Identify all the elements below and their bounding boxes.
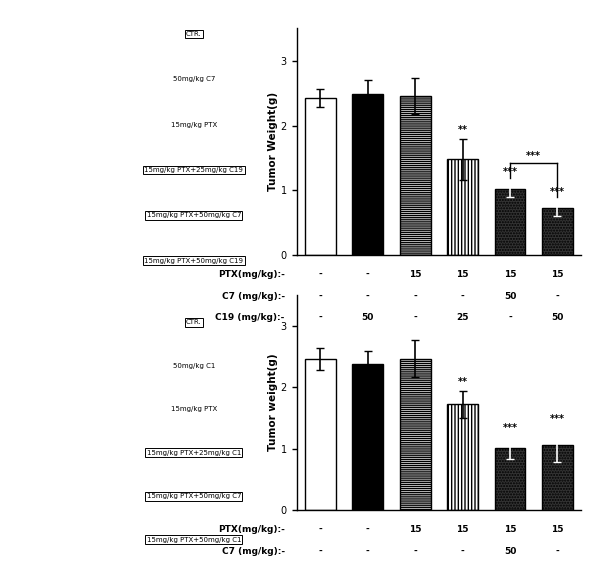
Text: -: - [508, 313, 512, 322]
Text: -: - [366, 525, 369, 534]
Text: 50: 50 [362, 313, 374, 322]
Text: -: - [318, 547, 322, 556]
Bar [542, 209, 573, 255]
Bar [542, 445, 573, 510]
Text: -: - [413, 291, 417, 301]
Text: ***: *** [502, 167, 518, 177]
Text: 15mg/kg PTX: 15mg/kg PTX [171, 406, 217, 412]
Text: -: - [461, 547, 464, 556]
Bar [495, 447, 525, 510]
Text: 15mg/kg PTX+50mg/kg C19: 15mg/kg PTX+50mg/kg C19 [144, 258, 243, 264]
Text: 50: 50 [504, 291, 516, 301]
Text: **: ** [458, 125, 467, 134]
Text: 15mg/kg PTX+25mg/kg C1: 15mg/kg PTX+25mg/kg C1 [146, 450, 241, 456]
Bar [400, 359, 431, 510]
Text: -: - [318, 525, 322, 534]
Text: -: - [366, 270, 369, 279]
Y-axis label: Tumor weight(g): Tumor weight(g) [268, 354, 278, 451]
Bar [6, 404, 267, 430]
Bar [447, 404, 478, 510]
Bar [352, 364, 383, 510]
Text: PTX(mg/kg):-: PTX(mg/kg):- [218, 525, 285, 534]
Text: 15mg/kg PTX+50mg/kg C1: 15mg/kg PTX+50mg/kg C1 [146, 536, 241, 543]
Text: -: - [318, 313, 322, 322]
Text: 15mg/kg PTX+50mg/kg C7: 15mg/kg PTX+50mg/kg C7 [146, 493, 241, 499]
Text: ***: *** [502, 423, 518, 433]
Text: 15: 15 [456, 270, 469, 279]
Text: -: - [556, 547, 559, 556]
Bar [447, 159, 478, 255]
Text: 15mg/kg PTX+25mg/kg C19: 15mg/kg PTX+25mg/kg C19 [144, 167, 243, 173]
Bar [352, 95, 383, 255]
Text: C7 (mg/kg):-: C7 (mg/kg):- [222, 291, 285, 301]
Text: ***: *** [550, 414, 565, 424]
Text: 50: 50 [504, 547, 516, 556]
Text: CTR.: CTR. [186, 319, 202, 325]
Text: ***: *** [526, 151, 541, 161]
Text: 50mg/kg C7: 50mg/kg C7 [173, 77, 215, 82]
Text: -: - [318, 270, 322, 279]
Text: -: - [413, 547, 417, 556]
Text: 15: 15 [503, 270, 517, 279]
Text: 25: 25 [456, 313, 469, 322]
Text: PTX(mg/kg):-: PTX(mg/kg):- [218, 270, 285, 279]
Y-axis label: Tumor Weight(g): Tumor Weight(g) [268, 92, 278, 191]
Bar [400, 96, 431, 255]
Text: -: - [556, 291, 559, 301]
Bar [495, 189, 525, 255]
Text: 50: 50 [551, 313, 563, 322]
Text: 50mg/kg C1: 50mg/kg C1 [173, 363, 215, 369]
Bar [6, 119, 267, 146]
Text: -: - [366, 291, 369, 301]
Bar [6, 74, 267, 101]
Text: **: ** [458, 377, 467, 387]
Text: 15: 15 [409, 270, 422, 279]
Text: 15: 15 [551, 270, 564, 279]
Text: C19 (mg/kg):-: C19 (mg/kg):- [215, 313, 285, 322]
Text: -: - [413, 313, 417, 322]
Text: 15mg/kg PTX: 15mg/kg PTX [171, 122, 217, 128]
Text: -: - [366, 547, 369, 556]
Bar [6, 361, 267, 387]
Bar [305, 359, 336, 510]
Text: CTR.: CTR. [186, 31, 202, 37]
Text: -: - [461, 291, 464, 301]
Text: 15: 15 [456, 525, 469, 534]
Text: 15: 15 [503, 525, 517, 534]
Text: ***: *** [550, 187, 565, 197]
Text: 15: 15 [551, 525, 564, 534]
Text: C7 (mg/kg):-: C7 (mg/kg):- [222, 547, 285, 556]
Bar [305, 98, 336, 255]
Text: 15mg/kg PTX+50mg/kg C7: 15mg/kg PTX+50mg/kg C7 [146, 213, 241, 218]
Text: 15: 15 [409, 525, 422, 534]
Text: -: - [318, 291, 322, 301]
